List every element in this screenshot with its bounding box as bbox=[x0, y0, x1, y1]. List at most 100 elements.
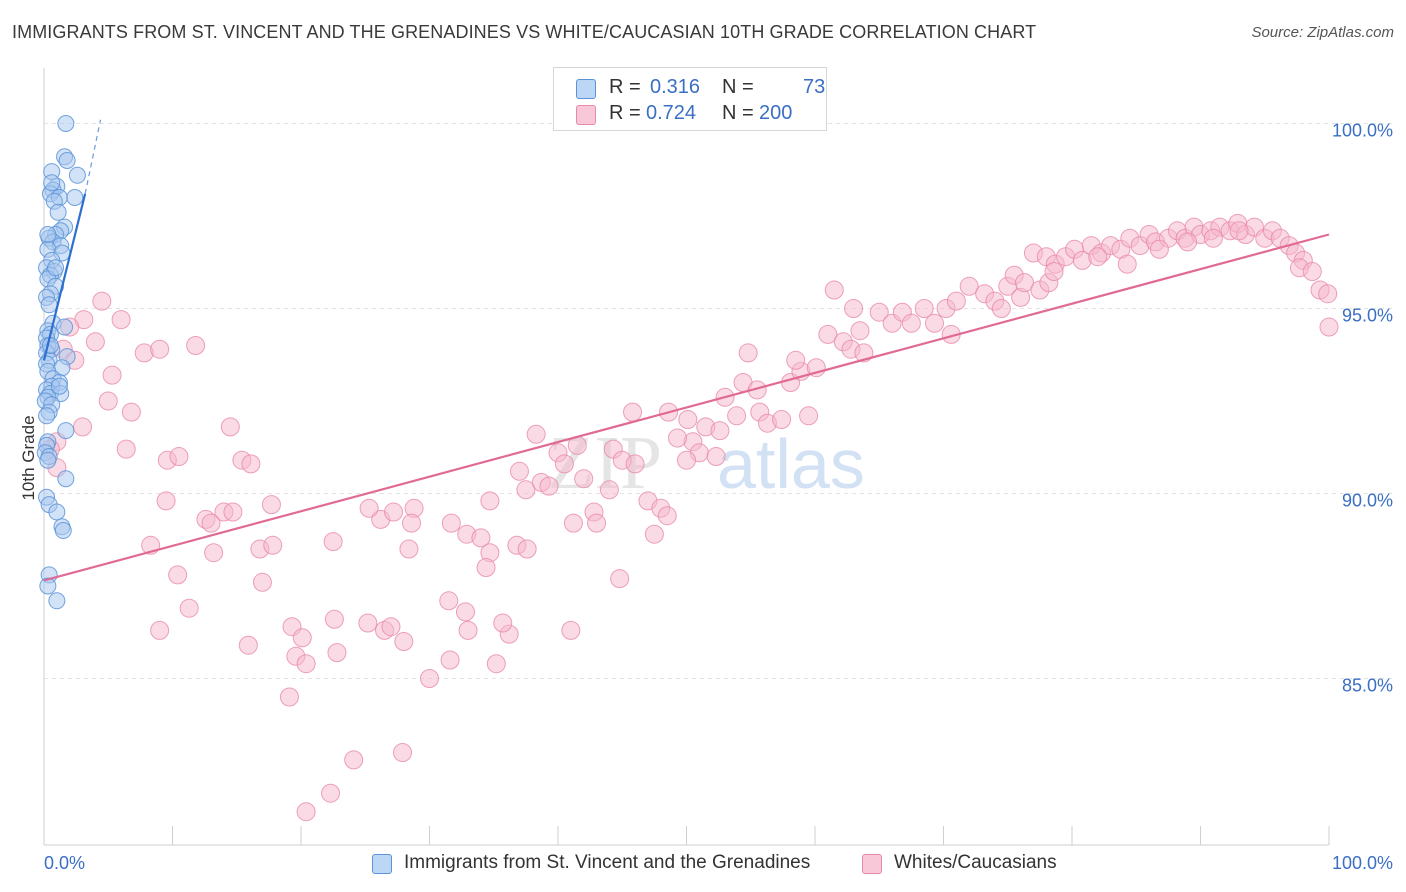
data-point-whites bbox=[393, 743, 413, 762]
legend-swatch-blue bbox=[576, 79, 596, 99]
data-point-immigrants bbox=[58, 152, 76, 169]
data-point-whites bbox=[599, 480, 619, 500]
data-point-whites bbox=[799, 406, 819, 426]
legend-n-value: 200 bbox=[759, 102, 793, 124]
data-point-whites bbox=[98, 391, 118, 411]
data-point-whites bbox=[959, 276, 979, 296]
legend-n-label: N = bbox=[722, 102, 754, 124]
data-point-whites bbox=[644, 524, 664, 544]
data-point-whites bbox=[493, 613, 513, 633]
data-point-whites bbox=[1229, 221, 1249, 241]
data-point-whites bbox=[150, 339, 170, 359]
data-point-whites bbox=[772, 410, 792, 429]
legend-swatch-pink bbox=[576, 105, 596, 125]
data-point-whites bbox=[824, 280, 844, 300]
data-point-whites bbox=[850, 321, 870, 341]
data-point-whites bbox=[623, 402, 643, 422]
y-tick-label: 95.0% bbox=[1342, 306, 1393, 326]
data-point-whites bbox=[1178, 232, 1198, 252]
data-point-whites bbox=[384, 502, 404, 522]
data-point-whites bbox=[169, 447, 189, 466]
data-point-whites bbox=[156, 491, 176, 511]
data-point-whites bbox=[925, 313, 945, 333]
data-point-whites bbox=[292, 628, 312, 648]
data-point-whites bbox=[574, 469, 594, 489]
data-point-immigrants bbox=[38, 407, 56, 425]
data-point-whites bbox=[818, 324, 838, 344]
data-point-whites bbox=[1318, 284, 1338, 304]
data-point-immigrants bbox=[41, 337, 59, 354]
data-point-whites bbox=[204, 543, 224, 563]
data-point-whites bbox=[1203, 228, 1223, 248]
legend-n-value: 73 bbox=[803, 76, 826, 98]
data-point-whites bbox=[168, 565, 188, 585]
data-point-whites bbox=[668, 428, 688, 448]
source-label: Source: ZipAtlas.com bbox=[1251, 24, 1394, 41]
series-immigrants-points bbox=[36, 115, 86, 610]
data-point-whites bbox=[455, 602, 475, 622]
data-point-whites bbox=[657, 506, 677, 526]
data-point-whites bbox=[441, 513, 461, 533]
data-point-whites bbox=[901, 313, 921, 333]
data-point-whites bbox=[111, 310, 131, 330]
y-axis-label: 10th Grade bbox=[19, 415, 38, 500]
data-point-whites bbox=[381, 617, 401, 637]
data-point-whites bbox=[420, 669, 439, 688]
y-tick-label: 85.0% bbox=[1342, 676, 1393, 696]
data-point-immigrants bbox=[39, 451, 57, 469]
data-point-whites bbox=[727, 406, 747, 426]
stats-legend: R = 0.316 N = 73 R = 0.724 N = 200 bbox=[553, 67, 827, 131]
data-point-immigrants bbox=[47, 259, 65, 277]
data-point-whites bbox=[85, 332, 105, 352]
data-point-whites bbox=[625, 454, 645, 474]
bottom-legend-swatch-blue bbox=[372, 854, 392, 874]
data-point-whites bbox=[480, 491, 500, 511]
watermark-atlas: atlas bbox=[717, 425, 865, 503]
data-point-whites bbox=[238, 635, 258, 655]
y-tick-label: 100.0% bbox=[1332, 121, 1393, 141]
data-point-whites bbox=[458, 620, 478, 640]
data-point-whites bbox=[241, 454, 261, 474]
data-point-whites bbox=[539, 476, 559, 496]
legend-r-label: R = bbox=[609, 76, 641, 98]
data-point-whites bbox=[991, 299, 1011, 318]
data-point-whites bbox=[563, 513, 583, 533]
data-point-immigrants bbox=[43, 174, 61, 192]
data-point-whites bbox=[324, 609, 344, 629]
data-point-whites bbox=[677, 450, 696, 470]
data-point-whites bbox=[1014, 273, 1034, 293]
chart-title: IMMIGRANTS FROM ST. VINCENT AND THE GREN… bbox=[12, 22, 1037, 42]
bottom-legend-label: Whites/Caucasians bbox=[894, 852, 1057, 873]
data-point-whites bbox=[201, 513, 221, 533]
data-point-whites bbox=[394, 632, 414, 651]
data-point-immigrants bbox=[66, 189, 84, 206]
data-point-whites bbox=[1088, 247, 1108, 267]
x-tick-label: 0.0% bbox=[44, 853, 85, 873]
data-point-whites bbox=[738, 343, 758, 363]
legend-r-value: 0.316 bbox=[650, 76, 701, 98]
data-point-whites bbox=[486, 654, 506, 674]
data-point-whites bbox=[402, 513, 422, 533]
data-point-immigrants bbox=[57, 115, 75, 132]
data-point-whites bbox=[121, 402, 141, 422]
data-point-immigrants bbox=[54, 522, 72, 539]
x-tick-label: 100.0% bbox=[1332, 853, 1393, 873]
data-point-whites bbox=[1044, 262, 1064, 281]
data-point-whites bbox=[440, 650, 460, 670]
data-point-whites bbox=[1302, 262, 1322, 281]
y-tick-label: 90.0% bbox=[1342, 491, 1393, 511]
data-point-whites bbox=[359, 498, 379, 518]
data-point-immigrants bbox=[40, 296, 58, 314]
data-point-whites bbox=[561, 620, 581, 640]
data-point-whites bbox=[296, 654, 316, 674]
data-point-whites bbox=[263, 535, 283, 555]
trend-line-immigrants-extension bbox=[84, 119, 102, 194]
data-point-whites bbox=[439, 591, 459, 611]
data-point-whites bbox=[186, 336, 206, 355]
data-point-whites bbox=[869, 302, 889, 322]
data-point-whites bbox=[678, 410, 698, 429]
data-point-whites bbox=[102, 365, 122, 385]
data-point-immigrants bbox=[57, 470, 75, 488]
data-point-whites bbox=[323, 532, 343, 552]
series-whites-points bbox=[40, 213, 1339, 822]
